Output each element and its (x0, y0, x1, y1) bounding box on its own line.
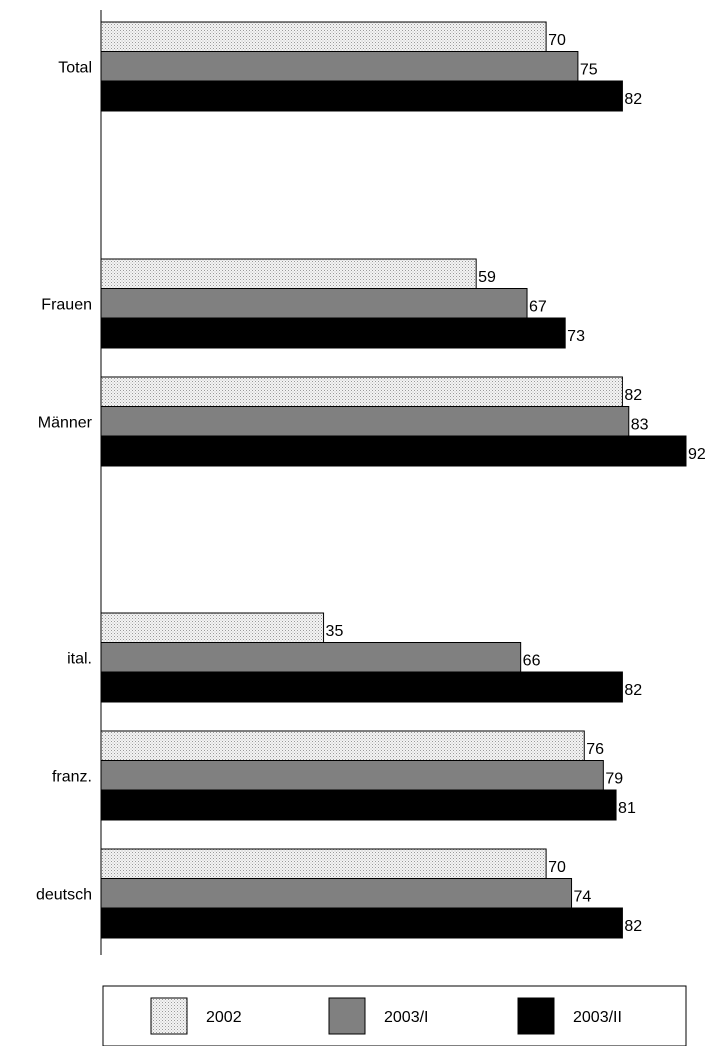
category-label: Frauen (41, 297, 92, 314)
bar (100, 406, 630, 437)
bar (100, 51, 579, 82)
legend-label: 2003/II (573, 1009, 622, 1026)
bar (100, 435, 687, 467)
bar (100, 21, 547, 53)
legend-label: 2003/I (384, 1009, 428, 1026)
bars-layer: Total 70 75 82 Frauen 59 67 73 Männer 82 83 92 ital.… (36, 21, 706, 939)
bar (100, 878, 573, 909)
bar (100, 258, 477, 290)
data-label: 75 (580, 62, 598, 79)
data-label: 83 (631, 417, 649, 434)
data-label: 79 (605, 771, 623, 788)
legend-frame (102, 985, 687, 1046)
category-label: deutsch (36, 887, 92, 904)
category-label: Total (58, 60, 92, 77)
data-label: 82 (624, 682, 642, 699)
legend-label: 2002 (206, 1009, 242, 1026)
data-label: 59 (478, 269, 496, 286)
bar (100, 671, 623, 703)
category-label: Männer (38, 415, 93, 432)
data-label: 66 (523, 653, 541, 670)
data-label: 73 (567, 328, 585, 345)
data-label: 82 (624, 918, 642, 935)
category-label: ital. (67, 651, 92, 668)
data-label: 82 (624, 387, 642, 404)
data-label: 82 (624, 91, 642, 108)
legend-swatch (517, 997, 555, 1035)
bar (100, 288, 528, 319)
bar (100, 760, 604, 791)
data-label: 70 (548, 32, 566, 49)
bar (100, 642, 522, 673)
data-label: 70 (548, 859, 566, 876)
data-label: 92 (688, 446, 706, 463)
bar (100, 789, 617, 821)
bar (100, 730, 585, 762)
data-label: 35 (326, 623, 344, 640)
bar (100, 317, 566, 349)
data-label: 81 (618, 800, 636, 817)
data-label: 67 (529, 299, 547, 316)
legend: 2002 2003/I 2003/II (102, 985, 687, 1046)
data-label: 74 (574, 889, 592, 906)
legend-swatch (328, 997, 366, 1035)
bar (100, 907, 623, 939)
bar (100, 612, 325, 644)
bar (100, 376, 623, 408)
legend-swatch (150, 997, 188, 1035)
category-label: franz. (52, 769, 92, 786)
bar (100, 848, 547, 880)
bar (100, 80, 623, 112)
data-label: 76 (586, 741, 604, 758)
